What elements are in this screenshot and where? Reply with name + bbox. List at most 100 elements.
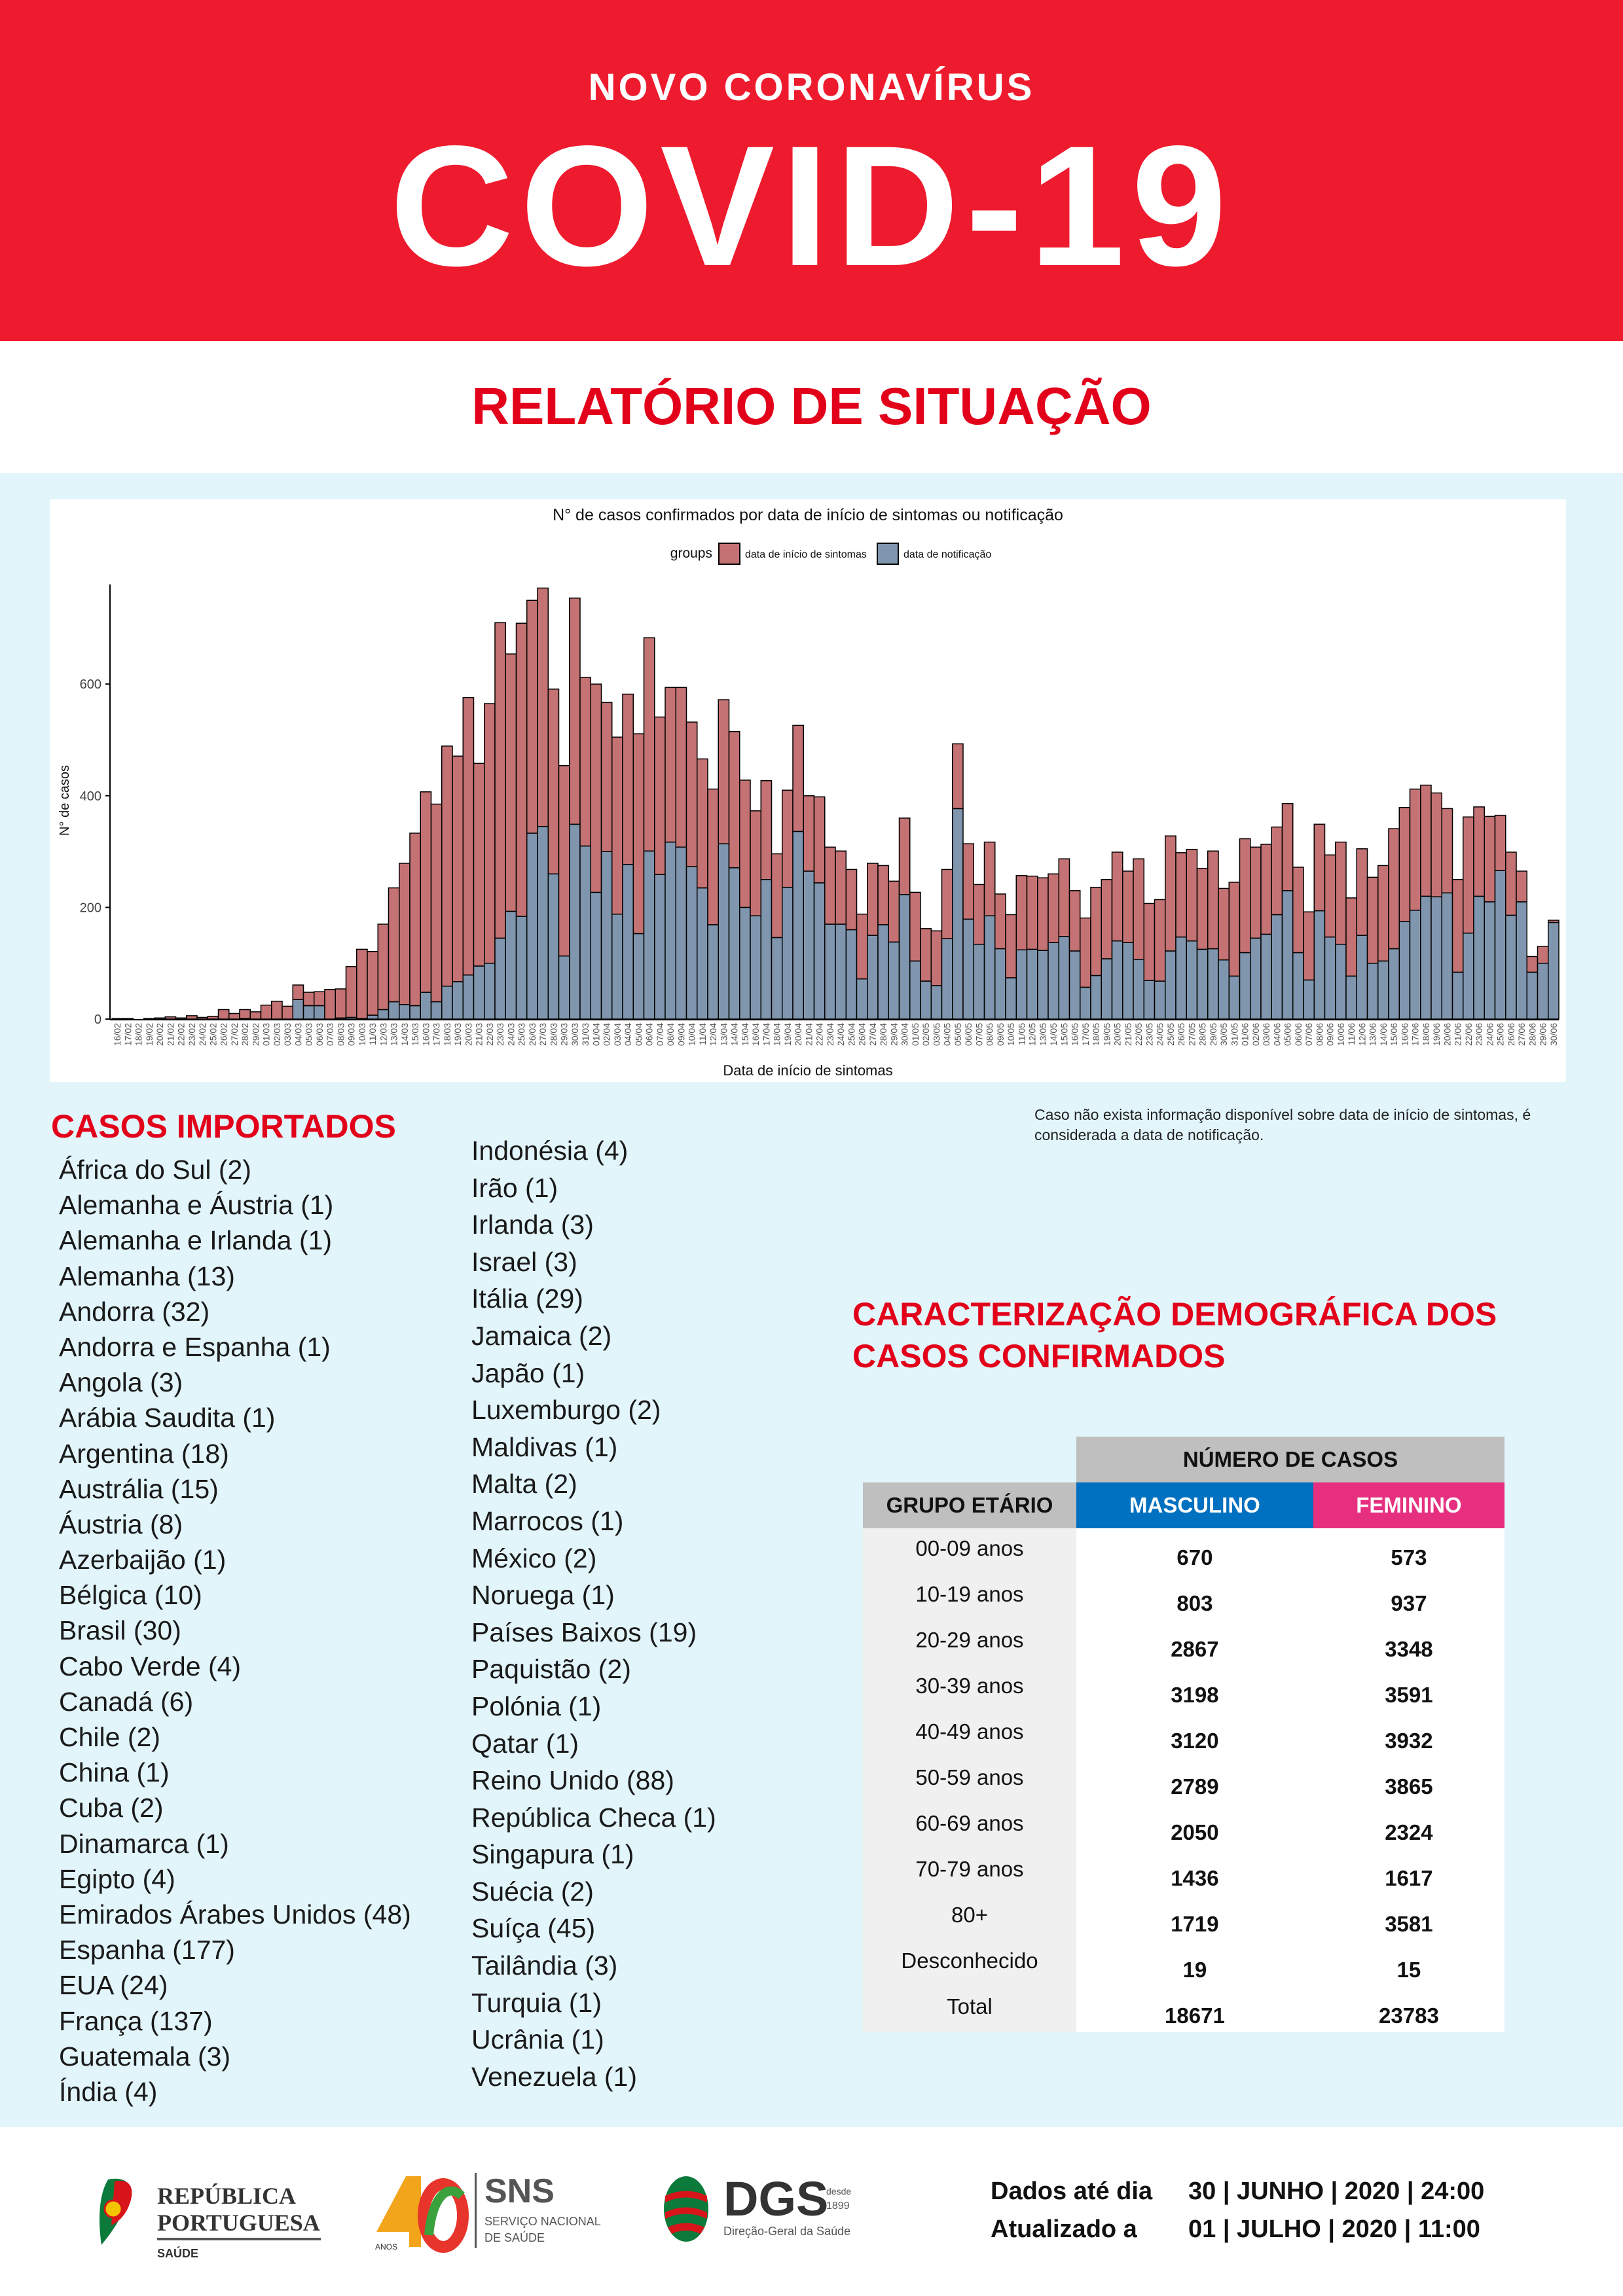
bar-notificacao-12/05 — [1026, 948, 1038, 1020]
x-axis-title: Data de início de sintomas — [723, 1062, 892, 1079]
age-group-cell: 10-19 anos — [863, 1574, 1076, 1620]
x-tick-label: 22/04 — [814, 1023, 825, 1046]
bar-inicio-sintomas-27/04 — [867, 863, 879, 936]
bar-notificacao-19/03 — [452, 981, 464, 1020]
x-tick-label: 21/05 — [1123, 1023, 1133, 1046]
bar-notificacao-23/04 — [824, 924, 836, 1020]
header-female: FEMININO — [1313, 1482, 1504, 1528]
male-count-cell: 18671 — [1076, 1986, 1313, 2032]
bar-inicio-sintomas-25/03 — [515, 622, 528, 917]
imported-country-item: África do Sul (2) — [59, 1155, 251, 1185]
table-row: 60-69 anos 2050 2324 — [863, 1803, 1504, 1849]
imported-country-item: Angola (3) — [59, 1367, 183, 1398]
bar-inicio-sintomas-19/06 — [1431, 792, 1442, 897]
bar-inicio-sintomas-27/06 — [1516, 870, 1527, 903]
bar-notificacao-17/06 — [1409, 909, 1421, 1020]
imported-country-item: México (2) — [471, 1543, 597, 1573]
bar-notificacao-03/05 — [930, 985, 943, 1020]
bar-notificacao-03/06 — [1260, 933, 1272, 1020]
bar-notificacao-16/06 — [1398, 920, 1411, 1020]
x-tick-label: 09/06 — [1325, 1023, 1336, 1046]
x-tick-label: 10/04 — [687, 1023, 697, 1046]
logo-text-sns: SNS — [484, 2172, 555, 2210]
bar-inicio-sintomas-04/04 — [622, 693, 634, 865]
bar-notificacao-06/04 — [643, 850, 655, 1020]
bar-inicio-sintomas-10/03 — [356, 948, 368, 1019]
bar-inicio-sintomas-23/02 — [186, 1015, 198, 1020]
bar-notificacao-14/03 — [399, 1004, 410, 1020]
logo-text-servico: SERVIÇO NACIONAL — [484, 2215, 601, 2228]
bar-inicio-sintomas-16/05 — [1068, 890, 1081, 952]
bar-notificacao-07/04 — [654, 874, 666, 1020]
bar-notificacao-17/05 — [1080, 986, 1091, 1020]
imported-country-item: Indonésia (4) — [471, 1136, 629, 1166]
x-tick-label: 06/06 — [1293, 1023, 1304, 1046]
bar-inicio-sintomas-10/04 — [685, 721, 698, 867]
bar-notificacao-19/06 — [1431, 896, 1442, 1020]
x-tick-label: 04/03 — [293, 1023, 303, 1046]
bar-notificacao-12/03 — [377, 1009, 390, 1020]
x-tick-label: 19/05 — [1101, 1023, 1112, 1046]
header-male: MASCULINO — [1076, 1482, 1313, 1528]
x-tick-label: 18/02 — [134, 1023, 144, 1046]
demographics-title-line1: CARACTERIZAÇÃO DEMOGRÁFICA DOS — [852, 1296, 1497, 1333]
bar-notificacao-27/04 — [867, 935, 879, 1020]
imported-country-item: Azerbaijão (1) — [59, 1545, 227, 1575]
x-tick-label: 30/05 — [1218, 1023, 1229, 1046]
male-count-cell: 803 — [1076, 1574, 1313, 1620]
bar-notificacao-15/04 — [739, 906, 751, 1020]
bar-inicio-sintomas-19/03 — [452, 755, 464, 982]
bar-inicio-sintomas-18/05 — [1090, 886, 1102, 977]
bar-notificacao-30/06 — [1548, 922, 1559, 1020]
imported-country-item: Cuba (2) — [59, 1793, 164, 1823]
bar-notificacao-01/05 — [909, 960, 921, 1020]
age-group-cell: 70-79 anos — [863, 1849, 1076, 1895]
x-tick-label: 30/03 — [570, 1023, 580, 1046]
imported-country-item: Jamaica (2) — [471, 1320, 612, 1351]
imported-country-item: Guatemala (3) — [59, 2041, 231, 2072]
bar-notificacao-17/04 — [760, 879, 773, 1020]
x-tick-label: 14/04 — [729, 1023, 740, 1046]
bar-inicio-sintomas-11/05 — [1015, 875, 1028, 950]
bar-inicio-sintomas-08/04 — [665, 687, 676, 843]
table-row: 00-09 anos 670 573 — [863, 1528, 1504, 1574]
imported-country-item: Irão (1) — [471, 1172, 558, 1203]
imported-country-item: Japão (1) — [471, 1357, 585, 1388]
x-tick-label: 07/06 — [1304, 1023, 1314, 1046]
x-tick-label: 11/06 — [1346, 1023, 1357, 1045]
x-tick-label: 18/04 — [772, 1023, 782, 1046]
x-tick-label: 27/04 — [867, 1023, 878, 1046]
age-group-cell: 60-69 anos — [863, 1803, 1076, 1849]
legend-swatch-notificacao — [877, 543, 899, 565]
x-tick-label: 11/04 — [697, 1023, 708, 1045]
bar-inicio-sintomas-11/04 — [697, 758, 708, 889]
female-count-cell: 937 — [1313, 1574, 1504, 1620]
bar-inicio-sintomas-21/06 — [1451, 879, 1464, 973]
bar-notificacao-11/04 — [697, 887, 708, 1020]
bar-inicio-sintomas-28/02 — [239, 1009, 251, 1019]
bar-inicio-sintomas-02/05 — [920, 928, 932, 982]
x-tick-label: 14/03 — [399, 1023, 410, 1046]
bar-notificacao-06/05 — [962, 918, 974, 1020]
x-tick-label: 19/04 — [782, 1023, 793, 1046]
x-tick-label: 15/05 — [1059, 1023, 1069, 1046]
x-tick-label: 01/04 — [591, 1023, 601, 1046]
male-count-cell: 3120 — [1076, 1712, 1313, 1757]
bar-inicio-sintomas-21/03 — [473, 762, 485, 967]
table-row: 40-49 anos 3120 3932 — [863, 1712, 1504, 1757]
legend-swatch-inicio — [718, 543, 740, 565]
bar-inicio-sintomas-12/06 — [1356, 848, 1368, 936]
bar-inicio-sintomas-12/03 — [377, 924, 390, 1011]
x-tick-label: 01/03 — [261, 1023, 272, 1046]
bar-inicio-sintomas-30/05 — [1218, 888, 1230, 961]
x-tick-label: 30/04 — [900, 1023, 910, 1046]
bar-notificacao-12/04 — [707, 924, 719, 1020]
bar-notificacao-04/05 — [941, 938, 953, 1020]
bar-inicio-sintomas-03/06 — [1260, 844, 1272, 935]
bar-inicio-sintomas-13/04 — [718, 699, 730, 844]
female-count-cell: 3581 — [1313, 1895, 1504, 1941]
imported-country-item: Suécia (2) — [471, 1876, 594, 1907]
x-tick-label: 10/03 — [357, 1023, 367, 1046]
age-group-cell: Desconhecido — [863, 1941, 1076, 1986]
x-tick-label: 04/05 — [942, 1023, 953, 1046]
